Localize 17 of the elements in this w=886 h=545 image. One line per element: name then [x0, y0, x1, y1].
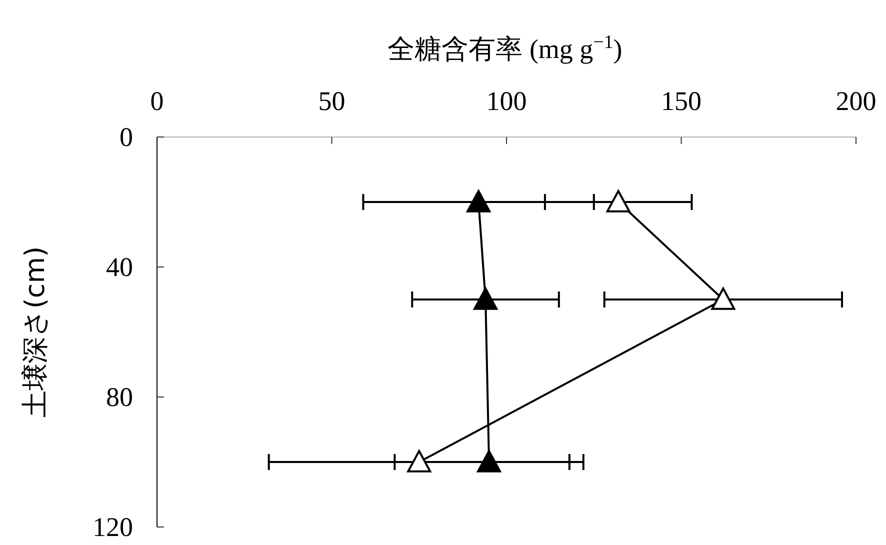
x-tick-label: 200	[836, 86, 876, 116]
x-tick-label: 100	[486, 86, 527, 116]
point	[477, 450, 502, 472]
x-tick-label: 50	[318, 86, 346, 116]
point	[474, 288, 498, 310]
x-tick-label: 150	[661, 86, 702, 116]
y-tick-label: 80	[106, 382, 133, 412]
point	[466, 190, 491, 212]
point	[407, 450, 432, 472]
x-tick-label: 0	[150, 86, 164, 116]
y-tick-label: 40	[106, 252, 133, 282]
y-tick-label: 0	[120, 122, 133, 152]
y-tick-label: 120	[92, 512, 133, 542]
y-axis-title: 土壌深さ(cm)	[20, 246, 51, 418]
x-axis-title: 全糖含有率 (mg g$^{−1}$)	[388, 32, 622, 64]
point	[606, 190, 630, 212]
point	[711, 288, 736, 310]
